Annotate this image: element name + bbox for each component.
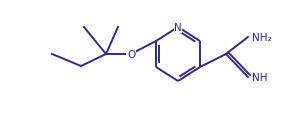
- Text: N: N: [174, 23, 182, 33]
- Text: O: O: [127, 50, 135, 60]
- Text: NH₂: NH₂: [252, 33, 272, 43]
- Text: NH: NH: [252, 72, 268, 82]
